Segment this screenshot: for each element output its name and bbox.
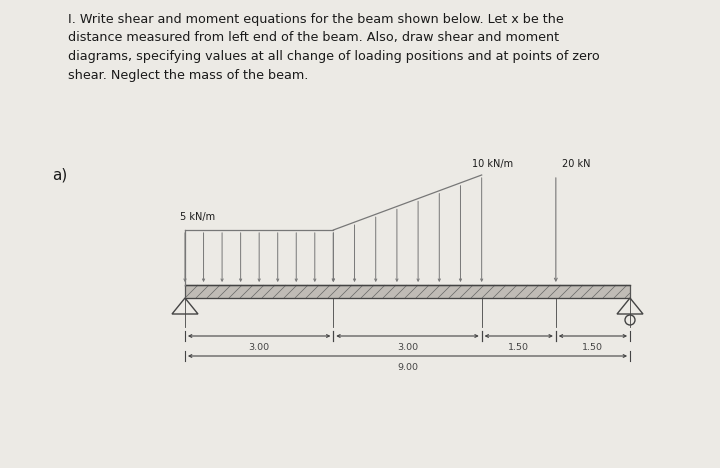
Text: 1.50: 1.50: [508, 343, 529, 352]
Text: 20 kN: 20 kN: [562, 159, 590, 169]
Text: I. Write shear and moment equations for the beam shown below. Let x be the
dista: I. Write shear and moment equations for …: [68, 13, 600, 81]
Text: 9.00: 9.00: [397, 363, 418, 372]
Text: 1.50: 1.50: [582, 343, 603, 352]
Text: 3.00: 3.00: [397, 343, 418, 352]
Text: 10 kN/m: 10 kN/m: [472, 159, 513, 169]
Bar: [185, 285, 630, 298]
Text: 3.00: 3.00: [248, 343, 270, 352]
Text: 5 kN/m: 5 kN/m: [180, 212, 215, 222]
Text: a): a): [52, 168, 67, 183]
